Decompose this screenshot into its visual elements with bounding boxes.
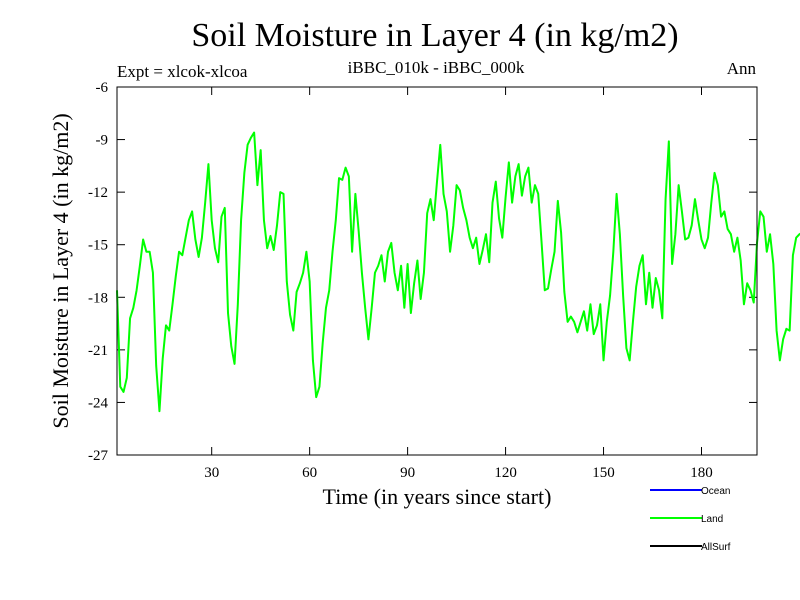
x-axis-ticks: 30 60 90 120 150 180 [204,87,713,481]
x-tick-label: 90 [400,465,415,481]
y-tick-label: -6 [96,80,109,96]
legend-item-land: Land [650,514,723,525]
x-axis-label: Time (in years since start) [323,484,552,509]
series-line-land [116,131,800,413]
legend-label-land: Land [701,514,723,525]
y-tick-label: -15 [88,238,108,254]
y-tick-label: -12 [88,185,108,201]
x-tick-label: 180 [690,465,713,481]
x-tick-label: 60 [302,465,317,481]
plot-frame [116,86,758,456]
y-tick-label: -27 [88,448,108,464]
legend: Ocean Land AllSurf [650,486,731,553]
x-tick-label: 150 [592,465,615,481]
y-axis-ticks: -27 -24 -21 -18 -15 -12 -9 -6 [88,80,757,464]
y-axis-label: Soil Moisture in Layer 4 (in kg/m2) [48,113,73,428]
period-label: Ann [727,59,757,78]
legend-label-ocean: Ocean [701,486,730,497]
y-tick-label: -9 [96,133,109,149]
legend-item-allsurf: AllSurf [650,542,731,553]
x-tick-label: 120 [494,465,517,481]
x-tick-label: 30 [204,465,219,481]
expt-label: Expt = xlcok-xlcoa [117,62,248,81]
y-tick-label: -24 [88,395,108,411]
legend-item-ocean: Ocean [650,486,730,497]
y-tick-label: -21 [88,343,108,359]
chart-subtitle: iBBC_010k - iBBC_000k [348,58,525,77]
chart-title: Soil Moisture in Layer 4 (in kg/m2) [191,17,678,54]
legend-label-allsurf: AllSurf [701,542,731,553]
y-tick-label: -18 [88,290,108,306]
